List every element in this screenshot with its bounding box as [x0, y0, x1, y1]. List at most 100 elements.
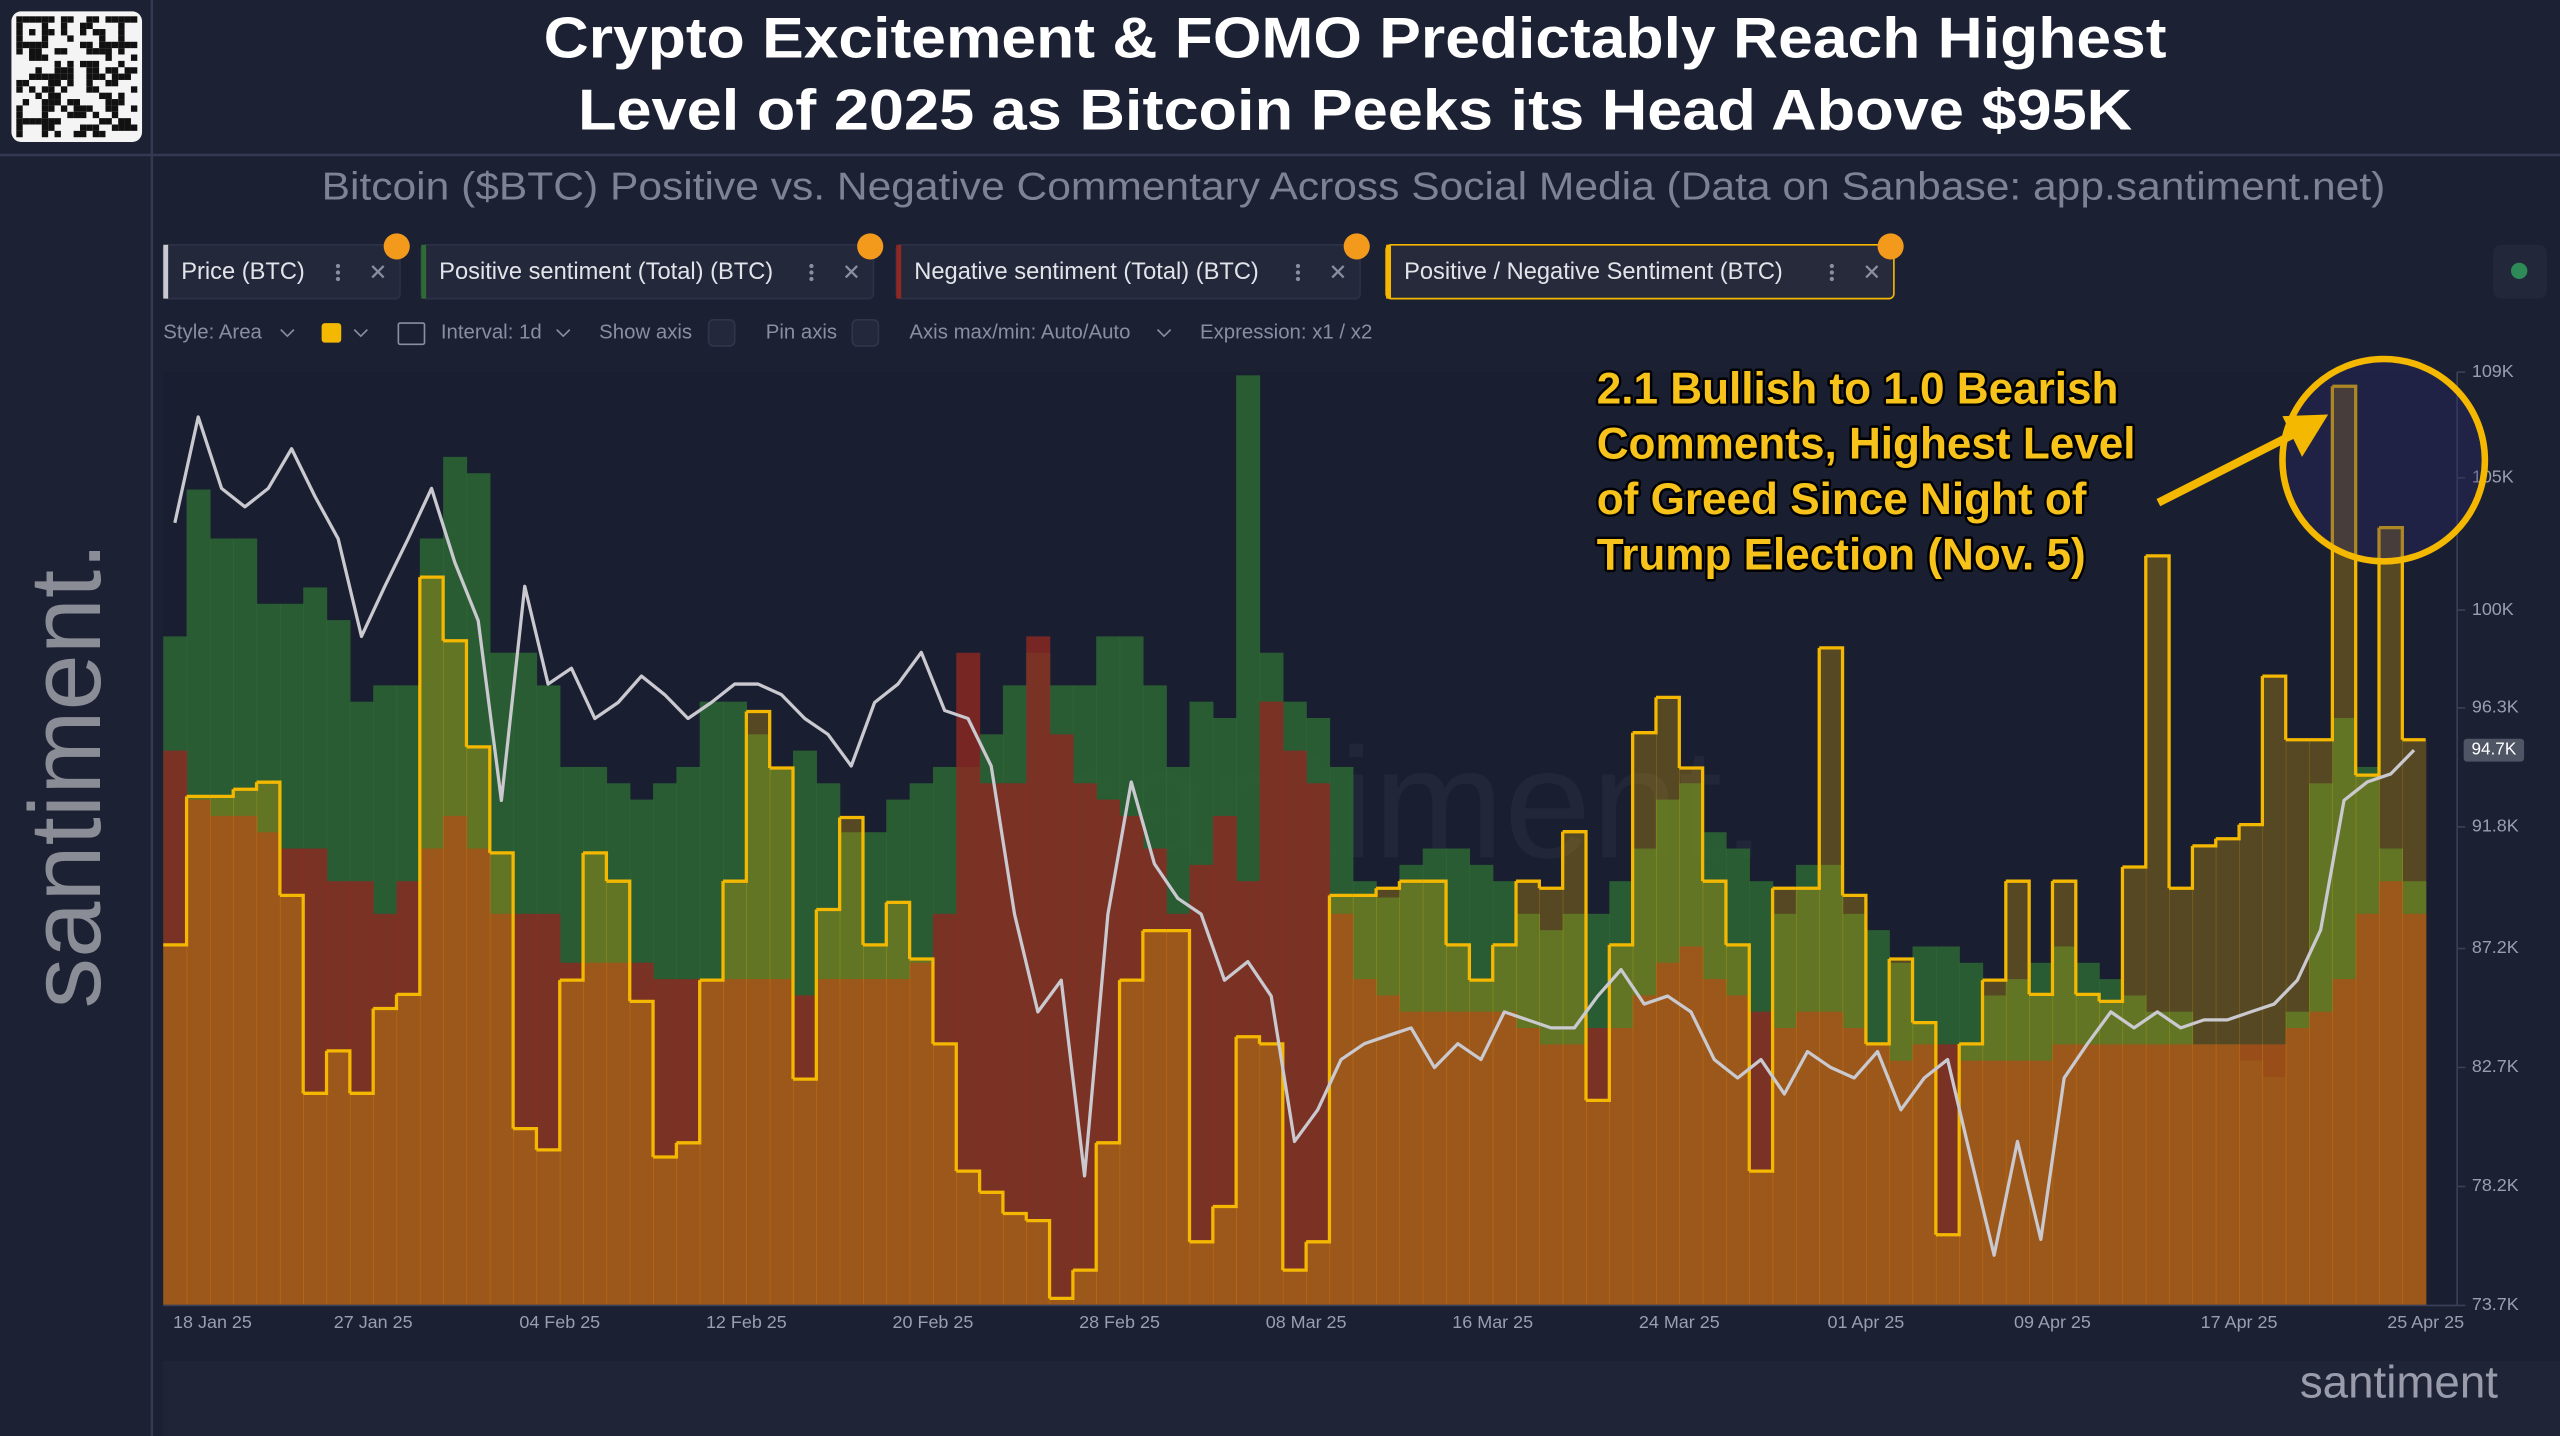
sentiment-area	[1166, 913, 1191, 1306]
ratio-fill	[1166, 930, 1191, 1306]
ratio-step	[396, 577, 422, 996]
qr-module	[111, 79, 119, 87]
ratio-fill	[1562, 831, 1587, 1306]
title-line: Level of 2025 as Bitcoin Peeks its Head …	[578, 78, 2132, 142]
ratio-step	[1119, 930, 1145, 982]
sentiment-area	[2122, 1044, 2147, 1306]
ratio-fill	[1469, 980, 1494, 1306]
ratio-fill	[1002, 1213, 1027, 1306]
sentiment-area	[746, 979, 771, 1306]
qr-module	[22, 99, 30, 106]
ratio-fill	[1772, 888, 1797, 1306]
sentiment-area	[2402, 913, 2427, 1306]
qr-module	[118, 73, 125, 80]
ratio-fill	[2169, 888, 2194, 1306]
qr-module	[54, 60, 61, 68]
qr-module	[105, 48, 112, 55]
qr-module	[41, 86, 49, 93]
ratio-fill	[1282, 1270, 1307, 1306]
ratio-step	[956, 1169, 982, 1193]
ratio-fill	[793, 1079, 817, 1306]
annotation-text: Comments, Highest Level	[1597, 420, 2136, 469]
sentiment-area	[1842, 1028, 1867, 1306]
qr-module	[48, 29, 55, 36]
qr-module	[118, 48, 125, 55]
ratio-step	[769, 766, 795, 1080]
qr-module	[48, 99, 55, 106]
chevron	[556, 329, 571, 338]
qr-module	[16, 35, 23, 42]
qr-module	[92, 16, 100, 23]
sentiment-area	[909, 962, 934, 1306]
qr-module	[41, 105, 49, 112]
bitcoin-badge	[857, 233, 884, 260]
ratio-fill	[2145, 555, 2170, 1306]
ratio-fill	[746, 711, 771, 1306]
qr-module	[16, 16, 23, 23]
ratio-fill	[1306, 1241, 1331, 1306]
tab-label: Price (BTC)	[181, 259, 305, 285]
ratio-fill	[956, 1171, 981, 1306]
ratio-step	[489, 851, 515, 1129]
qr-module	[54, 79, 61, 87]
ratio-step	[676, 980, 702, 1145]
annotation: 2.1 Bullish to 1.0 Bearish Comments, High…	[1594, 355, 2489, 582]
ratio-fill	[1119, 980, 1144, 1306]
close-icon[interactable]	[844, 265, 858, 279]
ratio-fill	[1632, 732, 1657, 1306]
axis-range-select[interactable]: Axis max/min: Auto/Auto	[909, 321, 1130, 343]
ratio-fill	[653, 1156, 678, 1306]
qr-module	[16, 22, 23, 30]
ratio-fill	[2005, 881, 2030, 1306]
show-axis-label: Show axis	[599, 321, 692, 343]
ratio-step	[1096, 980, 1122, 1145]
expression[interactable]: Expression: x1 / x2	[1200, 321, 1372, 343]
qr-module	[118, 41, 125, 49]
qr-module	[105, 105, 112, 112]
qr-module	[60, 22, 68, 30]
qr-module	[60, 86, 68, 93]
close-icon[interactable]	[1865, 265, 1879, 279]
ratio-fill	[303, 1093, 328, 1306]
qr-module	[41, 41, 49, 49]
close-icon[interactable]	[1331, 265, 1345, 279]
chevron	[280, 329, 295, 338]
style-select[interactable]: Style: Area	[163, 321, 262, 343]
sentiment-area	[1889, 1060, 1914, 1306]
ratio-step	[2052, 879, 2078, 995]
qr-module	[99, 48, 106, 55]
qr-module	[86, 48, 93, 55]
close-icon[interactable]	[371, 265, 385, 279]
interval-select[interactable]: Interval: 1d	[441, 321, 542, 343]
sentiment-area	[1212, 815, 1237, 1306]
qr-module	[99, 118, 106, 125]
ratio-fill	[1586, 1100, 1610, 1306]
ratio-step	[699, 881, 725, 982]
qr-module	[111, 67, 119, 74]
qr-module	[22, 118, 30, 125]
sentiment-area	[1609, 1028, 1634, 1306]
ratio-step	[1795, 647, 1821, 890]
ratio-step	[2145, 554, 2171, 889]
ratio-fill	[1912, 1022, 1937, 1306]
checkbox[interactable]	[707, 319, 736, 347]
checkbox[interactable]	[851, 319, 880, 347]
ratio-fill	[186, 796, 211, 1306]
ratio-step	[1259, 1042, 1285, 1271]
qr-module	[54, 48, 61, 55]
y-tick-label: 87.2K	[2472, 937, 2519, 957]
qr-module	[41, 111, 49, 119]
qr-module	[99, 35, 106, 42]
color-swatch[interactable]	[321, 323, 342, 343]
qr-module	[41, 73, 49, 80]
sentiment-area	[1586, 1028, 1610, 1306]
ratio-step	[1749, 888, 1775, 1173]
qr-module	[41, 118, 49, 125]
ratio-fill	[513, 1128, 538, 1306]
qr-module	[54, 73, 61, 80]
navigator[interactable]	[163, 1360, 2560, 1436]
qr-module	[16, 130, 23, 138]
ratio-step	[653, 1142, 679, 1159]
sentiment-area	[186, 799, 211, 1306]
ratio-fill	[583, 852, 608, 1306]
